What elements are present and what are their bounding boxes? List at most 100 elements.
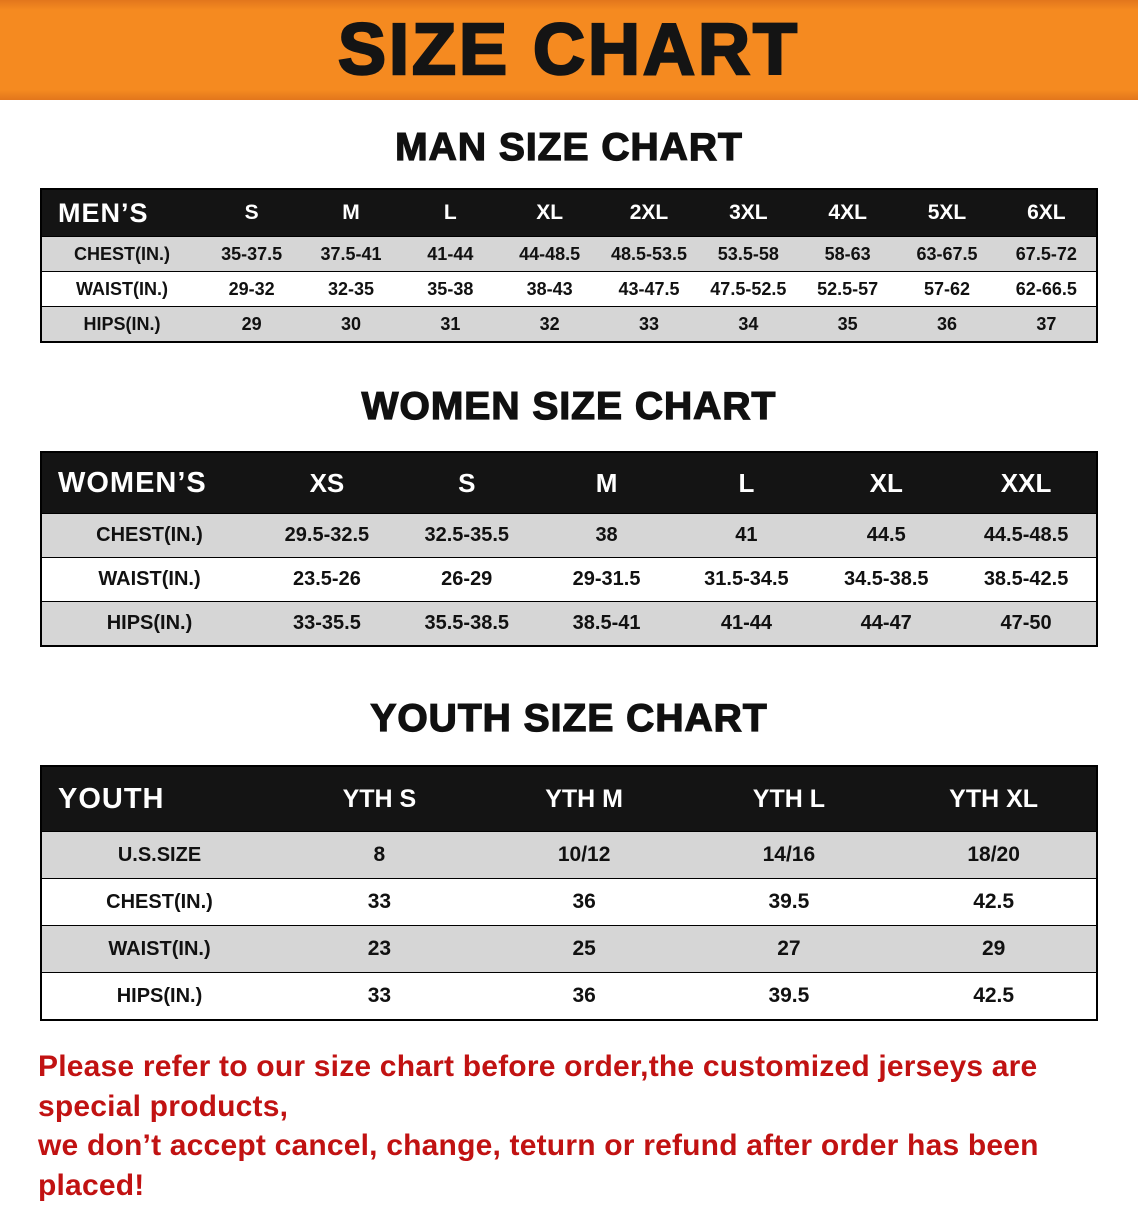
value-cell: 38.5-41 [572, 612, 641, 634]
size-header-cell: YTH L [752, 784, 825, 813]
row-label-cell: HIPS(IN.) [116, 984, 203, 1007]
value-cell: 30 [340, 313, 361, 334]
value-cell: 31.5-34.5 [704, 568, 789, 590]
value-cell: 44.5-48.5 [983, 524, 1069, 546]
value-cell: 33-35.5 [292, 612, 361, 634]
section-heading: MAN SIZE CHART [395, 125, 743, 169]
row-label-cell: WAIST(IN.) [108, 937, 211, 960]
size-header-cell: 5XL [927, 201, 967, 224]
size-header-cell: YTH M [545, 784, 624, 813]
table-row: WAIST(IN.) 23 25 27 29 [42, 925, 1096, 972]
value-cell: 23.5-26 [292, 568, 361, 590]
value-cell: 44-48.5 [519, 243, 581, 264]
table-header-row: YOUTH YTH S YTH M YTH L YTH XL [42, 767, 1096, 831]
row-label-cell: WAIST(IN.) [98, 568, 201, 590]
size-chart-section: MAN SIZE CHART MEN’S S M L XL 2XL 3XL 4XL 5XL 6XL… [0, 125, 1138, 343]
table-row: HIPS(IN.) 33-35.5 35.5-38.5 38.5-41 41-44 44-… [42, 601, 1096, 645]
row-label-cell: CHEST(IN.) [74, 243, 170, 264]
size-chart-section: WOMEN SIZE CHART WOMEN’S XS S M L XL XXL CHEST(… [0, 384, 1138, 647]
section-heading: WOMEN SIZE CHART [361, 384, 777, 428]
value-cell: 26-29 [441, 568, 493, 590]
value-cell: 58-63 [824, 243, 871, 264]
table-title-cell: MEN’S [58, 197, 149, 228]
value-cell: 63-67.5 [916, 243, 978, 264]
table-row: CHEST(IN.) 33 36 39.5 42.5 [42, 878, 1096, 925]
value-cell: 8 [373, 843, 386, 866]
size-header-cell: XS [309, 467, 345, 498]
row-label-cell: U.S.SIZE [117, 843, 202, 866]
size-header-cell: 2XL [629, 201, 669, 224]
value-cell: 41-44 [720, 612, 772, 634]
row-label-cell: CHEST(IN.) [106, 890, 213, 913]
value-cell: 25 [572, 937, 596, 960]
value-cell: 29-32 [228, 278, 275, 299]
value-cell: 18/20 [967, 843, 1020, 866]
row-label-cell: HIPS(IN.) [83, 313, 161, 334]
disclaimer-line-2: we don’t accept cancel, change, teturn o… [38, 1129, 1039, 1202]
size-header-cell: XL [869, 467, 903, 498]
value-cell: 37 [1036, 313, 1057, 334]
value-cell: 38-43 [526, 278, 573, 299]
value-cell: 31 [440, 313, 461, 334]
value-cell: 41 [735, 524, 758, 546]
value-cell: 14/16 [762, 843, 816, 866]
table-row: U.S.SIZE 8 10/12 14/16 18/20 [42, 831, 1096, 878]
size-header-cell: L [443, 201, 457, 224]
size-header-cell: S [244, 201, 259, 224]
value-cell: 27 [777, 937, 801, 960]
value-cell: 32 [539, 313, 560, 334]
table-header-row: MEN’S S M L XL 2XL 3XL 4XL 5XL 6XL [42, 190, 1096, 236]
disclaimer-line-1: Please refer to our size chart before or… [38, 1050, 1038, 1123]
value-cell: 23 [367, 937, 392, 960]
value-cell: 44.5 [866, 524, 906, 546]
size-table: MEN’S S M L XL 2XL 3XL 4XL 5XL 6XL CHEST(IN.) 35-37… [40, 188, 1098, 343]
table-title-cell: YOUTH [58, 782, 165, 815]
size-header-cell: L [738, 467, 755, 498]
value-cell: 35.5-38.5 [424, 612, 509, 634]
value-cell: 52.5-57 [817, 278, 879, 299]
size-chart-section: YOUTH SIZE CHART YOUTH YTH S YTH M YTH L YTH… [0, 696, 1138, 1021]
value-cell: 42.5 [973, 890, 1015, 913]
value-cell: 35-38 [427, 278, 474, 299]
value-cell: 33 [367, 984, 392, 1007]
value-cell: 48.5-53.5 [610, 243, 688, 264]
size-table: WOMEN’S XS S M L XL XXL CHEST(IN.) 29.5-32.5 32.5… [40, 451, 1098, 647]
row-label-cell: WAIST(IN.) [76, 278, 168, 299]
table-header-row: WOMEN’S XS S M L XL XXL [42, 453, 1096, 513]
page-title: SIZE CHART [337, 10, 800, 90]
value-cell: 29-31.5 [572, 568, 641, 590]
value-cell: 47-50 [1000, 612, 1052, 634]
size-header-cell: M [595, 467, 618, 498]
value-cell: 33 [367, 890, 392, 913]
value-cell: 57-62 [923, 278, 971, 299]
value-cell: 38 [595, 524, 618, 546]
value-cell: 34 [738, 313, 759, 334]
value-cell: 44-47 [860, 612, 912, 634]
table-row: HIPS(IN.) 29 30 31 32 33 34 35 36 37 [42, 306, 1096, 341]
disclaimer: Please refer to our size chart before or… [38, 1047, 1100, 1205]
value-cell: 32.5-35.5 [424, 524, 509, 546]
value-cell: 39.5 [768, 984, 810, 1007]
value-cell: 43-47.5 [618, 278, 680, 299]
value-cell: 32-35 [327, 278, 375, 299]
value-cell: 41-44 [427, 243, 474, 264]
table-row: WAIST(IN.) 29-32 32-35 35-38 38-43 43-47.5 47.… [42, 271, 1096, 306]
value-cell: 36 [572, 984, 596, 1007]
banner: SIZE CHART [0, 0, 1138, 100]
table-row: CHEST(IN.) 29.5-32.5 32.5-35.5 38 41 44.5 44.5… [42, 513, 1096, 557]
value-cell: 10/12 [557, 843, 611, 866]
value-cell: 38.5-42.5 [983, 568, 1069, 590]
value-cell: 35-37.5 [221, 243, 283, 264]
value-cell: 62-66.5 [1015, 278, 1077, 299]
value-cell: 29 [981, 937, 1006, 960]
value-cell: 53.5-58 [717, 243, 779, 264]
value-cell: 47.5-52.5 [710, 278, 787, 299]
size-header-cell: XXL [1000, 467, 1052, 498]
size-header-cell: 3XL [729, 201, 768, 224]
table-row: WAIST(IN.) 23.5-26 26-29 29-31.5 31.5-34.5 34… [42, 557, 1096, 601]
value-cell: 35 [837, 313, 858, 334]
value-cell: 42.5 [973, 984, 1015, 1007]
size-header-cell: XL [536, 201, 564, 224]
sections: MAN SIZE CHART MEN’S S M L XL 2XL 3XL 4XL 5XL 6XL… [0, 125, 1138, 1021]
